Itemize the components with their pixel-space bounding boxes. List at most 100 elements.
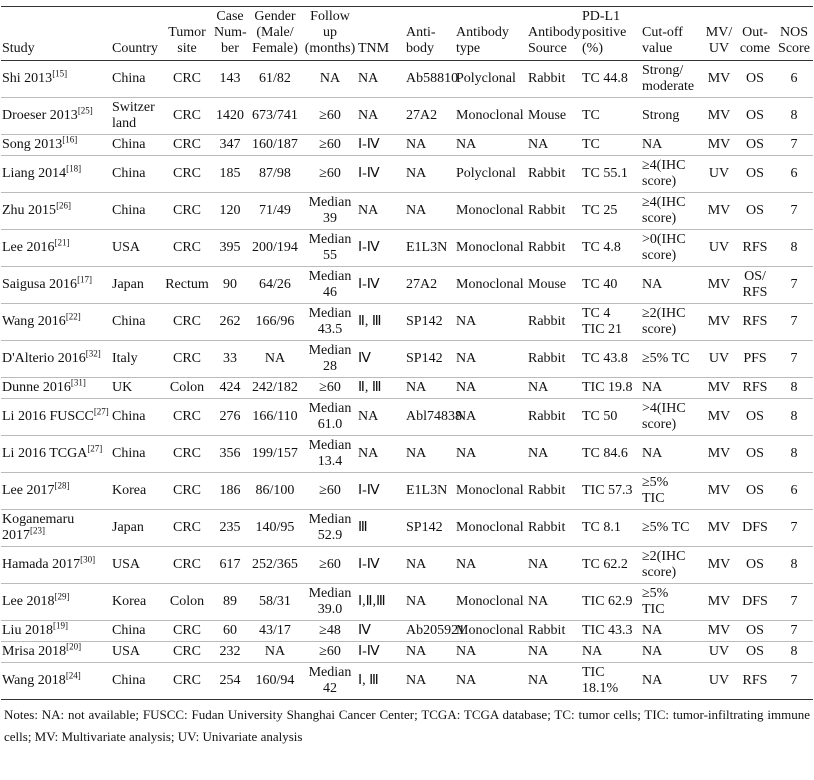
table-cell: NA	[264, 351, 286, 366]
reference: [28]	[54, 480, 70, 491]
table-cell: Ab58810	[406, 71, 459, 86]
table-cell: 160/94	[255, 673, 295, 688]
table-cell: MV	[707, 446, 731, 461]
table-cell: ≥60	[319, 108, 341, 123]
table-cell: ≥48	[319, 623, 341, 638]
table-cell: Rabbit	[528, 409, 566, 424]
table-cell: UV	[708, 644, 730, 659]
table-cell: ≥5% TC	[642, 351, 690, 366]
table-cell: 58/31	[259, 594, 291, 609]
table-cell: PFS	[743, 351, 767, 366]
table-cell: Ⅰ-Ⅳ	[358, 483, 380, 498]
table-cell: CRC	[172, 137, 201, 152]
table-cell: China	[112, 409, 146, 424]
table-cell: NA	[456, 314, 477, 329]
table-cell: TIC 19.8	[582, 380, 633, 395]
table-cell: 424	[219, 380, 241, 395]
table-body: Shi 2013[15] China CRC 143 61/82 NA NA Ab58810 P…	[1, 61, 813, 700]
table-cell: 8	[790, 108, 798, 123]
table-cell: Median 39	[308, 195, 352, 226]
table-cell: UK	[112, 380, 133, 395]
table-cell: UV	[708, 351, 730, 366]
table-cell: NA	[528, 644, 549, 659]
table-cell: NA	[642, 380, 663, 395]
table-row: Wang 2018[24] China CRC 254 160/94 Median 42 Ⅰ…	[1, 663, 813, 700]
study-name: Lee 2017	[2, 483, 55, 498]
table-cell: 185	[219, 166, 241, 181]
table-cell: CRC	[172, 351, 201, 366]
table-cell: CRC	[172, 166, 201, 181]
table-cell: MV	[707, 137, 731, 152]
reference: [18]	[66, 163, 82, 174]
table-cell: 87/98	[259, 166, 291, 181]
table-row: Zhu 2015[26] China CRC 120 71/49 Median 39 NA N…	[1, 193, 813, 230]
column-header: TNM	[357, 6, 405, 61]
study-cell: Zhu 2015[26]	[1, 193, 111, 230]
table-cell: Ⅲ	[358, 520, 368, 535]
page: Study Country Tumor site Case Num- ber Gende…	[0, 6, 814, 780]
table-cell: Rabbit	[528, 351, 566, 366]
table-cell: CRC	[172, 314, 201, 329]
reference: [22]	[65, 311, 81, 322]
study-table: Study Country Tumor site Case Num- ber Gende…	[1, 6, 813, 700]
table-cell: 8	[790, 380, 798, 395]
study-cell: Mrisa 2018[20]	[1, 642, 111, 663]
table-cell: NA	[642, 277, 663, 292]
table-cell: Japan	[112, 277, 144, 292]
table-cell: CRC	[172, 409, 201, 424]
table-cell: China	[112, 446, 146, 461]
table-cell: 254	[219, 673, 241, 688]
table-cell: 199/157	[252, 446, 298, 461]
table-row: Lee 2018[29] Korea Colon 89 58/31 Median 39.0…	[1, 584, 813, 621]
table-cell: Rabbit	[528, 240, 566, 255]
table-cell: TIC 57.3	[582, 483, 633, 498]
table-cell: TC 84.6	[582, 446, 628, 461]
study-name: Dunne 2016	[2, 380, 71, 395]
column-header: Gender (Male/ Female)	[247, 6, 303, 61]
table-cell: 186	[219, 483, 241, 498]
table-cell: CRC	[172, 644, 201, 659]
table-cell: TIC 62.9	[582, 594, 633, 609]
reference: [16]	[62, 134, 78, 145]
table-cell: Ⅰ, Ⅲ	[358, 673, 379, 688]
table-cell: 27A2	[406, 108, 438, 123]
table-row: D'Alterio 2016[32] Italy CRC 33 NA Median 28 Ⅳ…	[1, 341, 813, 378]
table-row: Hamada 2017[30] USA CRC 617 252/365 ≥60 Ⅰ-Ⅳ NA N…	[1, 547, 813, 584]
study-cell: Lee 2017[28]	[1, 473, 111, 510]
column-header: Anti- body	[405, 6, 455, 61]
table-cell: 347	[219, 137, 241, 152]
table-cell: China	[112, 623, 146, 638]
reference: [15]	[52, 68, 68, 79]
table-cell: SP142	[406, 314, 443, 329]
table-cell: UV	[708, 166, 730, 181]
study-name: Saigusa 2016	[2, 277, 78, 292]
table-cell: 90	[223, 277, 237, 292]
table-cell: Rabbit	[528, 314, 566, 329]
table-cell: 7	[790, 673, 798, 688]
table-cell: USA	[112, 557, 141, 572]
header-row: Study Country Tumor site Case Num- ber Gende…	[1, 6, 813, 61]
table-cell: NA	[406, 203, 427, 218]
study-name: Li 2016 TCGA	[2, 446, 88, 461]
table-cell: NA	[528, 594, 549, 609]
table-row: Song 2013[16] China CRC 347 160/187 ≥60 Ⅰ-Ⅳ NA N…	[1, 135, 813, 156]
table-cell: CRC	[172, 520, 201, 535]
table-cell: NA	[406, 557, 427, 572]
table-cell: Mouse	[528, 108, 567, 123]
table-cell: Rabbit	[528, 483, 566, 498]
table-cell: 8	[790, 644, 798, 659]
table-cell: TC 62.2	[582, 557, 628, 572]
reference: [25]	[77, 105, 93, 116]
study-cell: Wang 2016[22]	[1, 304, 111, 341]
table-cell: OS	[746, 71, 764, 86]
table-cell: NA	[642, 623, 663, 638]
table-cell: NA	[358, 203, 379, 218]
study-cell: Koganemaru 2017[23]	[1, 510, 111, 547]
table-cell: Monoclonal	[456, 520, 524, 535]
table-cell: 232	[219, 644, 241, 659]
table-cell: OS	[746, 108, 764, 123]
column-header: NOS Score	[775, 6, 813, 61]
table-cell: UV	[708, 240, 730, 255]
table-cell: ≥2(IHC score)	[642, 306, 686, 337]
table-row: Droeser 2013[25] Switzer land CRC 1420 673/7…	[1, 98, 813, 135]
